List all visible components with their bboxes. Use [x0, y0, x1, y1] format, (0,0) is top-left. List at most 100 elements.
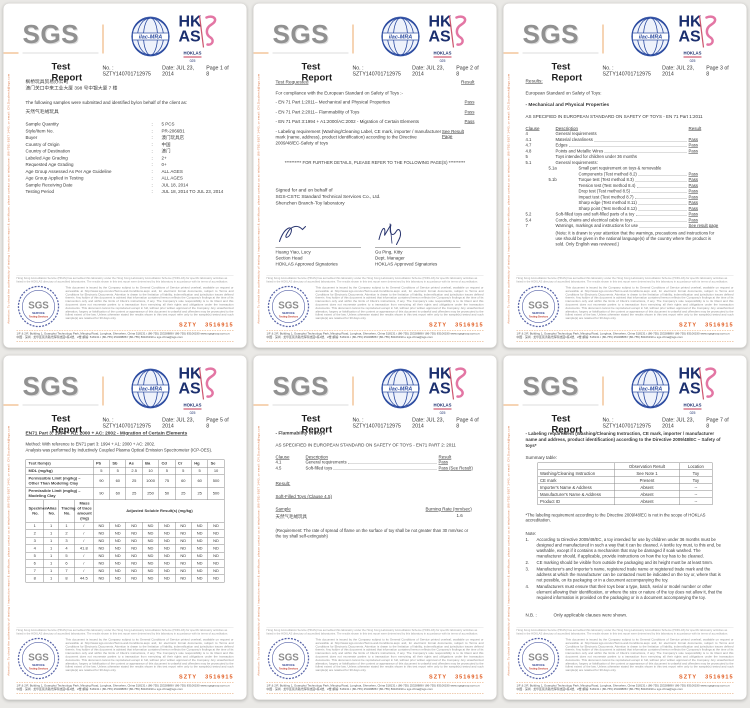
authenticity-side-note: Attention: To check the authenticity of …	[7, 425, 11, 676]
labeling-summary-table: Observation Result Location Washing/Clea…	[537, 462, 713, 505]
method-line: Analysis was performed by Inductively Co…	[25, 447, 213, 453]
report-page-5[interactable]: SGS Test Report No. : SZTY140701712975 D…	[3, 355, 247, 700]
serial-number: 3516915	[205, 673, 234, 680]
section-title: - Mechanical and Physical Properties	[525, 102, 610, 108]
result-nd: ND	[109, 544, 127, 553]
limit-value: 5	[158, 467, 176, 475]
accreditation-note: Hong Kong Accreditation Service (HKAS) h…	[516, 627, 734, 636]
report-number: No. : SZTY140701712975	[602, 65, 651, 77]
clause-table-header: Clause Description Result	[276, 455, 475, 460]
clause-text: Torque test (Test method 8.3)	[578, 177, 634, 182]
dot-leader	[636, 183, 687, 188]
col-observation: Observation Result	[614, 462, 680, 470]
report-date: Date: JUL 23, 2014	[412, 417, 445, 429]
field-row: Style/Item No. : PR-2066B1	[26, 128, 225, 135]
brand-rule	[272, 404, 349, 406]
col-clause: Clause	[275, 454, 290, 460]
result-nd: ND	[207, 544, 225, 553]
clause-result: Pass	[688, 188, 698, 194]
dot-leader	[594, 137, 687, 142]
signature-icon	[378, 223, 401, 245]
address-en: 1/F & 2/F, Building 1, Guanghui Technolo…	[516, 332, 730, 336]
footer-address: 1/F & 2/F, Building 1, Guanghui Technolo…	[516, 330, 734, 342]
hkas-hoklas-logo-icon	[177, 12, 217, 65]
page-header: SGS Test Report No. : SZTY140701712975 D…	[253, 4, 497, 83]
result-nd: ND	[125, 522, 143, 530]
result-nd: ND	[207, 552, 225, 560]
result-nd: ND	[191, 529, 209, 538]
clause-text: Small part requirement on toys & removab…	[578, 165, 662, 171]
clause-row: 4.7 Edges Pass	[526, 143, 725, 149]
clause-rows: 4.1 General requirements Pass 4.5 Soft-f…	[276, 460, 475, 472]
tracing-no: 7	[58, 567, 75, 575]
report-page-2[interactable]: SGS Test Report No. : SZTY140701712975 D…	[253, 3, 497, 348]
clause-number: 4.1	[275, 459, 282, 465]
result-nd: ND	[142, 537, 159, 545]
note-text: CE marking should be visible from outsid…	[536, 560, 713, 565]
specimen-no: 1	[25, 522, 44, 530]
page-footer: Hong Kong Accreditation Service (HKAS) h…	[16, 275, 234, 342]
result-nd: ND	[142, 552, 159, 560]
report-page-1[interactable]: SGS Test Report No. : SZTY140701712975 D…	[3, 3, 247, 348]
signatory-title: Section Head	[275, 255, 303, 261]
test-report-header-row: Test Report No. : SZTY140701712975 Date:…	[302, 62, 483, 84]
clause-number: 4.1	[525, 136, 532, 142]
limit-row: MDL (mg/kg) 5 5 2.5 10 5 5 5 10	[25, 467, 225, 475]
clause-row: Tension test (Test method 8.4) Pass	[526, 183, 725, 189]
dot-leader	[631, 189, 687, 193]
crop-mark	[253, 52, 269, 54]
ilac-mra-logo-icon	[131, 368, 170, 409]
clause-text: General requirements	[555, 131, 597, 136]
dot-leader	[638, 200, 687, 205]
result-nd: ND	[109, 567, 127, 575]
specimen-row: 1 1 1 / ND ND ND ND ND ND	[25, 522, 225, 530]
mass-value: 44.5	[74, 574, 94, 583]
field-row: Sample Quantity : 5 PCS	[26, 121, 225, 128]
sgs-logo: SGS	[272, 20, 329, 49]
report-page-4[interactable]: SGS Test Report No. : SZTY140701712975 D…	[253, 355, 497, 700]
page-footer: Hong Kong Accreditation Service (HKAS) h…	[516, 275, 734, 342]
serial-prefix: SZTY	[429, 321, 448, 328]
mass-value: 41.8	[74, 544, 94, 553]
specimen-row: 7 1 7 / ND ND ND ND ND ND	[25, 567, 225, 575]
field-label: Style/Item No.	[25, 128, 54, 134]
clause-text: Components (Test method 8.2)	[578, 171, 637, 177]
specimen-row: 4 1 4 41.8 ND ND ND ND ND ND	[25, 544, 225, 553]
accreditation-note: Hong Kong Accreditation Service (HKAS) h…	[516, 275, 734, 284]
hkas-hoklas-logo-icon	[427, 364, 467, 417]
clause-description: Soft-filled toys and soft-filled parts o…	[556, 212, 689, 218]
limit-value: 25	[174, 487, 192, 500]
clause-row: 5.4 Cords, chains and electrical cable i…	[526, 217, 725, 223]
clause-description: Soft-filled toys	[306, 465, 439, 471]
method-line: Method: With reference to EN71 part 3: 1…	[25, 441, 156, 447]
result-nd: ND	[207, 529, 225, 538]
report-page-3[interactable]: SGS Test Report No. : SZTY140701712975 D…	[503, 3, 747, 348]
result-nd: ND	[142, 544, 159, 553]
result-nd: ND	[207, 559, 225, 568]
clause-text: Toys intended for children under 36 mont…	[555, 154, 638, 159]
report-page-7[interactable]: SGS Test Report No. : SZTY140701712975 D…	[503, 355, 747, 700]
result-nd: ND	[191, 574, 209, 583]
footer-disclaimer: This document is issued by the Company s…	[565, 638, 734, 673]
limit-row: Permissible Limit (mg/kg) – Other Than M…	[25, 474, 225, 488]
test-requested-item: - EN 71 Part 3:1994 + A1:2000/AC:2002 - …	[276, 119, 475, 125]
summary-row: Washing/Cleaning Instruction See Note 1 …	[537, 469, 713, 477]
grid-cell: SGS Test Report No. : SZTY140701712975 D…	[0, 3, 250, 355]
clause-row: Sharp edge (Test method 8.11) Pass	[526, 200, 725, 206]
result-nd: ND	[207, 567, 225, 575]
field-label: Sample Receiving Date	[25, 182, 73, 188]
test-description: - Labeling requirement (Washing/Cleaning…	[275, 128, 442, 146]
result-nd: ND	[142, 559, 159, 568]
address-cn: 中国 · 深圳 · 龙华区民清路光辉科技园1栋1楼、2楼 邮编: 518131 …	[16, 336, 183, 339]
result-nd: ND	[158, 574, 176, 583]
summary-row: Importer's Name & Address Absent --	[537, 483, 713, 491]
report-number: No. : SZTY140701712975	[352, 417, 401, 429]
field-label: Age Group Assessed As Per Age Guideline	[25, 168, 112, 174]
limit-value: 5	[191, 467, 209, 475]
note-text: Manufacturer's and Importer's name, regi…	[536, 566, 721, 583]
result-nd: ND	[158, 522, 176, 530]
crop-mark	[503, 404, 519, 406]
result-nd: ND	[92, 529, 110, 538]
clause-rows: 4 General requirements 4.1 Material clea…	[526, 131, 725, 229]
